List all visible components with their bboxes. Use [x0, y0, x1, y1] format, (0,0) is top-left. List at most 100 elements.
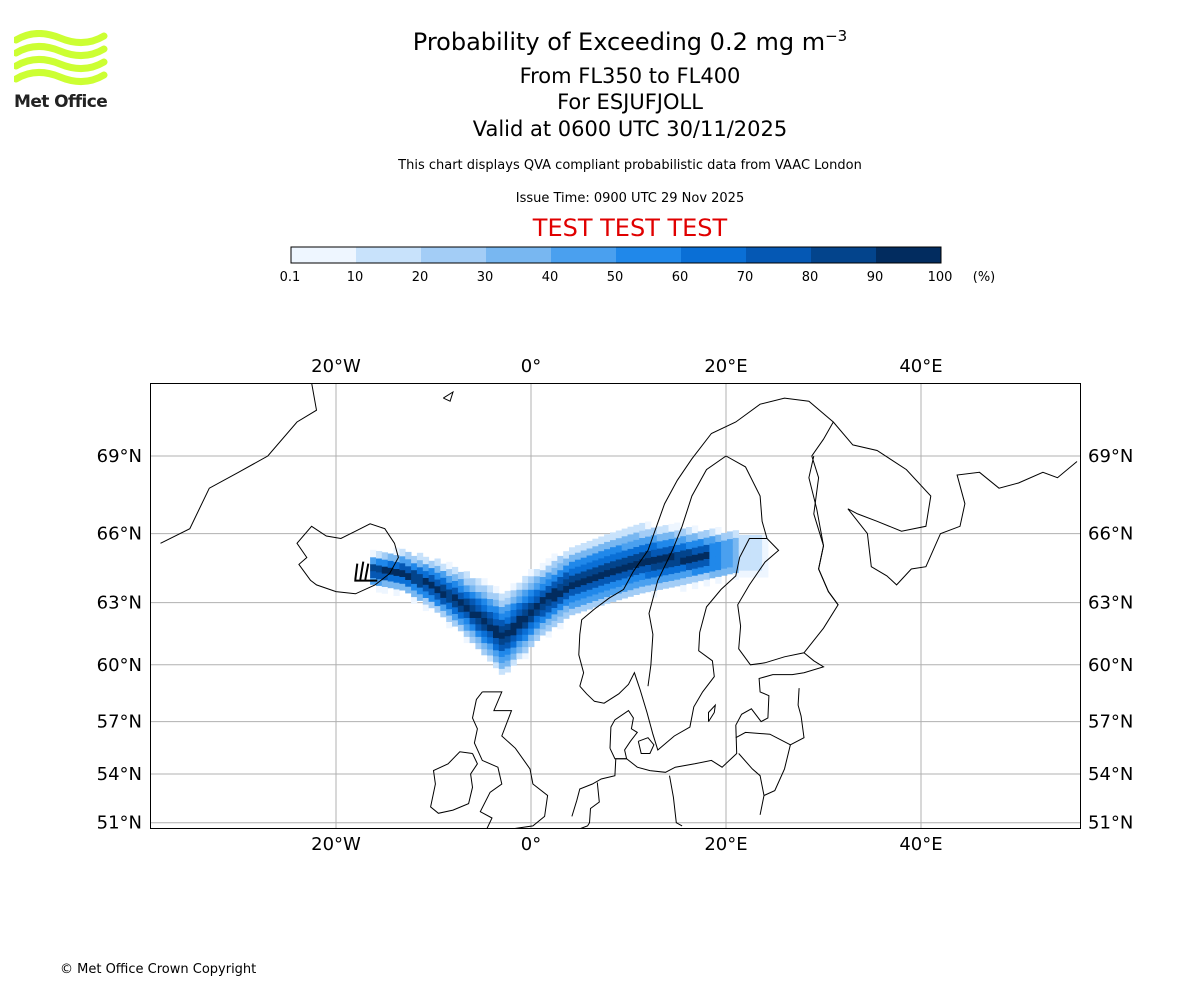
plume-cell	[510, 596, 517, 604]
plume-cell	[551, 560, 558, 568]
plume-cell	[416, 566, 424, 575]
plume-cell	[493, 618, 500, 626]
plume-cell	[498, 662, 506, 669]
plume-cell	[750, 542, 757, 550]
plume-cell	[727, 538, 734, 547]
plume-cell	[422, 604, 430, 612]
plume-cell	[674, 522, 681, 531]
plume-cell	[510, 647, 517, 654]
plume-cell	[533, 589, 541, 597]
plume-cell	[621, 584, 628, 592]
colorbar-tick-label: 50	[606, 270, 624, 285]
plume-cell	[604, 583, 611, 591]
plume-cell	[691, 540, 699, 548]
plume-cell	[580, 598, 587, 605]
plume-cell	[750, 549, 757, 557]
plume-cell	[440, 597, 447, 605]
plume-cell	[528, 634, 535, 641]
plume-cell	[592, 600, 599, 608]
coastline	[443, 390, 454, 402]
plume-cell	[703, 558, 710, 566]
plume-cell	[721, 540, 728, 548]
plume-cell	[727, 531, 734, 540]
plume-cell	[510, 616, 517, 623]
plume-cell	[633, 532, 640, 540]
plume-cell	[744, 549, 751, 557]
coastline	[160, 383, 318, 544]
plume-cell	[498, 656, 506, 663]
plume-cell	[639, 558, 646, 567]
map: 20°W 20°W 0° 0° 20°E 20°E 40°E 40°E 69°N 69°N 66°N…	[97, 356, 1134, 855]
plume-cell	[732, 565, 739, 574]
plume-cell	[756, 570, 763, 578]
plume-cell	[522, 634, 529, 641]
plume-cell	[411, 576, 418, 584]
plume-cell	[592, 573, 599, 582]
plume-cell	[574, 580, 582, 588]
plume-cell	[709, 571, 716, 579]
plume-cell	[452, 594, 459, 601]
plume-cell	[493, 643, 500, 651]
chart-title: Probability of Exceeding 0.2 mg m−3	[412, 27, 848, 56]
plume-cell	[545, 618, 552, 626]
plume-cell	[656, 541, 663, 549]
plume-cell	[627, 526, 634, 535]
plume-cell	[533, 569, 541, 577]
plume-cell	[516, 582, 523, 590]
plume-cell	[762, 563, 769, 571]
plume-cell	[721, 547, 728, 555]
plume-cell	[510, 653, 517, 660]
plume-cell	[387, 581, 394, 589]
colorbar-segment	[486, 247, 552, 263]
plume-cell	[399, 555, 406, 564]
plume-cell	[680, 557, 687, 565]
plume-cell	[697, 567, 704, 575]
plume-cell	[645, 543, 652, 551]
plume-cell	[463, 571, 470, 579]
plume-cell	[446, 575, 453, 583]
plume-cell	[691, 525, 699, 534]
plume-cell	[469, 636, 476, 644]
plume-cell	[498, 600, 506, 607]
plume-cell	[405, 551, 412, 560]
plume-cell	[522, 596, 529, 603]
plume-cell	[510, 659, 517, 666]
plume-cell	[463, 584, 470, 592]
plume-cell	[504, 635, 511, 643]
plume-cell	[457, 598, 465, 606]
plume-cell	[452, 619, 459, 627]
plume-cell	[487, 630, 494, 638]
plume-cell	[528, 602, 535, 610]
plume-cell	[557, 603, 564, 611]
plume-cell	[510, 634, 517, 642]
plume-cell	[627, 569, 634, 577]
plume-cell	[487, 611, 494, 619]
plume-cell	[551, 553, 558, 561]
plume-cell	[475, 636, 482, 644]
plume-cell	[428, 594, 435, 602]
plume-cell	[446, 582, 453, 590]
plume-cell	[627, 583, 634, 591]
plume-cell	[522, 602, 529, 610]
coastline	[832, 421, 1078, 586]
plume-cell	[422, 570, 430, 578]
plume-cell	[721, 568, 728, 576]
plume-cell	[563, 612, 570, 619]
plume-cell	[680, 584, 687, 592]
plume-cell	[598, 550, 605, 559]
latitude-label-right: 63°N	[1088, 593, 1133, 614]
plume-cell	[457, 611, 465, 619]
plume-cell	[376, 565, 383, 573]
plume-cell	[393, 575, 400, 583]
plume-cell	[528, 575, 535, 584]
plume-cell	[504, 629, 511, 637]
plume-cell	[399, 576, 406, 584]
colorbar-tick-label: 70	[736, 270, 754, 285]
plume-cell	[697, 538, 704, 547]
colorbar-segment	[356, 247, 422, 263]
plume-cell	[504, 666, 511, 673]
plume-cell	[592, 560, 599, 568]
plume-cell	[446, 589, 453, 597]
plume-cell	[563, 558, 570, 566]
plume-cell	[586, 540, 593, 549]
